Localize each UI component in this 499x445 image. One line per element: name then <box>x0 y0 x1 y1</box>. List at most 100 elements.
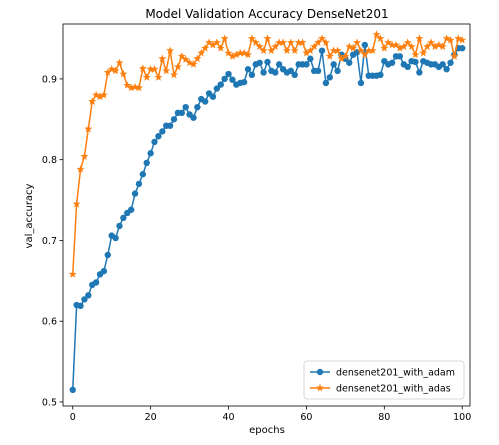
data-point-densenet201-with-adas <box>325 52 334 60</box>
data-point-densenet201-with-adam <box>190 114 197 121</box>
data-point-densenet201-with-adas <box>333 46 342 55</box>
data-point-densenet201-with-adas <box>146 65 155 73</box>
data-point-densenet201-with-adam <box>182 103 189 111</box>
data-point-densenet201-with-adam <box>240 78 248 86</box>
data-point-densenet201-with-adam <box>272 69 279 76</box>
data-point-densenet201-with-adas <box>442 34 451 42</box>
data-point-densenet201-with-adas <box>205 38 214 46</box>
data-point-densenet201-with-adas <box>376 34 385 42</box>
data-point-densenet201-with-adam <box>260 69 267 76</box>
data-point-densenet201-with-adam <box>256 59 263 66</box>
data-point-densenet201-with-adas <box>240 48 249 57</box>
data-point-densenet201-with-adas <box>154 73 163 81</box>
data-point-densenet201-with-adam <box>131 190 139 197</box>
data-point-densenet201-with-adas <box>134 83 143 92</box>
data-point-densenet201-with-adas <box>380 44 389 52</box>
data-point-densenet201-with-adas <box>275 38 284 46</box>
y-tick-label: 0.5 <box>42 397 57 408</box>
data-point-densenet201-with-adam <box>100 267 108 275</box>
data-point-densenet201-with-adas <box>189 60 198 68</box>
data-point-densenet201-with-adas <box>208 40 217 49</box>
data-point-densenet201-with-adam <box>248 71 256 79</box>
data-point-densenet201-with-adas <box>251 38 260 46</box>
data-point-densenet201-with-adas <box>392 40 400 49</box>
data-point-densenet201-with-adam <box>361 41 369 49</box>
data-point-densenet201-with-adas <box>212 38 221 46</box>
data-point-densenet201-with-adam <box>127 206 135 213</box>
data-point-densenet201-with-adas <box>423 42 432 51</box>
data-point-densenet201-with-adam <box>147 150 154 157</box>
y-tick-label: 0.8 <box>42 155 57 166</box>
data-point-densenet201-with-adas <box>341 52 350 60</box>
data-point-densenet201-with-adam <box>307 55 314 62</box>
data-point-densenet201-with-adas <box>255 42 264 51</box>
data-point-densenet201-with-adas <box>403 38 412 46</box>
data-point-densenet201-with-adas <box>399 42 408 51</box>
data-point-densenet201-with-adas <box>84 124 93 133</box>
data-point-densenet201-with-adas <box>329 46 338 55</box>
data-point-densenet201-with-adas <box>302 48 311 57</box>
data-point-densenet201-with-adas <box>72 199 81 208</box>
data-point-densenet201-with-adas <box>76 165 85 173</box>
data-point-densenet201-with-adam <box>412 58 419 66</box>
data-point-densenet201-with-adam <box>139 171 147 178</box>
data-point-densenet201-with-adas <box>318 34 326 42</box>
legend-label-densenet201-with-adam: densenet201_with_adam <box>336 368 455 379</box>
data-point-densenet201-with-adas <box>173 62 182 71</box>
data-point-densenet201-with-adas <box>337 54 346 63</box>
data-point-densenet201-with-adas <box>224 48 233 57</box>
data-point-densenet201-with-adas <box>99 90 108 99</box>
data-point-densenet201-with-adas <box>111 66 120 75</box>
data-point-densenet201-with-adam <box>116 222 123 230</box>
y-tick-label: 0.7 <box>42 236 57 247</box>
data-point-densenet201-with-adas <box>360 50 369 59</box>
y-tick-label: 0.6 <box>42 317 57 328</box>
axes-frame <box>62 23 471 407</box>
data-point-densenet201-with-adas <box>158 54 167 63</box>
data-point-densenet201-with-adas <box>220 34 229 42</box>
data-point-densenet201-with-adas <box>372 30 381 38</box>
data-point-densenet201-with-adas <box>388 40 397 49</box>
legend-marker-densenet201-with-adam <box>316 368 324 376</box>
series-line-densenet201-with-adas <box>71 33 463 275</box>
data-point-densenet201-with-adam <box>194 103 201 111</box>
data-point-densenet201-with-adam <box>213 85 221 92</box>
data-point-densenet201-with-adas <box>244 50 252 59</box>
data-point-densenet201-with-adas <box>282 46 291 55</box>
data-point-densenet201-with-adas <box>193 54 202 63</box>
data-point-densenet201-with-adas <box>415 34 424 42</box>
data-point-densenet201-with-adam <box>322 79 330 87</box>
data-point-densenet201-with-adam <box>314 67 322 75</box>
data-point-densenet201-with-adam <box>416 69 423 76</box>
legend-box <box>303 360 465 400</box>
data-point-densenet201-with-adas <box>356 46 365 55</box>
data-point-densenet201-with-adas <box>450 52 459 60</box>
data-point-densenet201-with-adas <box>438 42 447 51</box>
data-point-densenet201-with-adam <box>275 61 283 68</box>
data-point-densenet201-with-adas <box>170 70 178 79</box>
data-point-densenet201-with-adam <box>155 133 162 140</box>
data-point-densenet201-with-adas <box>123 81 132 89</box>
data-point-densenet201-with-adam <box>77 302 84 310</box>
data-point-densenet201-with-adas <box>201 44 210 52</box>
data-point-densenet201-with-adam <box>81 296 88 303</box>
data-point-densenet201-with-adas <box>142 73 151 81</box>
data-point-densenet201-with-adas <box>368 46 377 55</box>
data-point-densenet201-with-adas <box>107 65 116 73</box>
data-point-densenet201-with-adas <box>263 34 272 42</box>
data-point-densenet201-with-adam <box>459 45 466 52</box>
data-point-densenet201-with-adas <box>349 44 358 52</box>
data-point-densenet201-with-adam <box>217 81 224 88</box>
data-point-densenet201-with-adas <box>314 38 323 46</box>
data-point-densenet201-with-adas <box>68 270 77 278</box>
data-point-densenet201-with-adas <box>298 38 307 46</box>
data-point-densenet201-with-adas <box>384 38 393 46</box>
data-point-densenet201-with-adas <box>96 92 104 101</box>
legend: densenet201_with_adam densenet201_with_ad… <box>303 360 465 400</box>
y-axis-label: val_accuracy <box>24 183 35 248</box>
data-point-densenet201-with-adam <box>178 109 185 117</box>
data-point-densenet201-with-adas <box>364 46 373 55</box>
data-point-densenet201-with-adam <box>318 47 326 54</box>
